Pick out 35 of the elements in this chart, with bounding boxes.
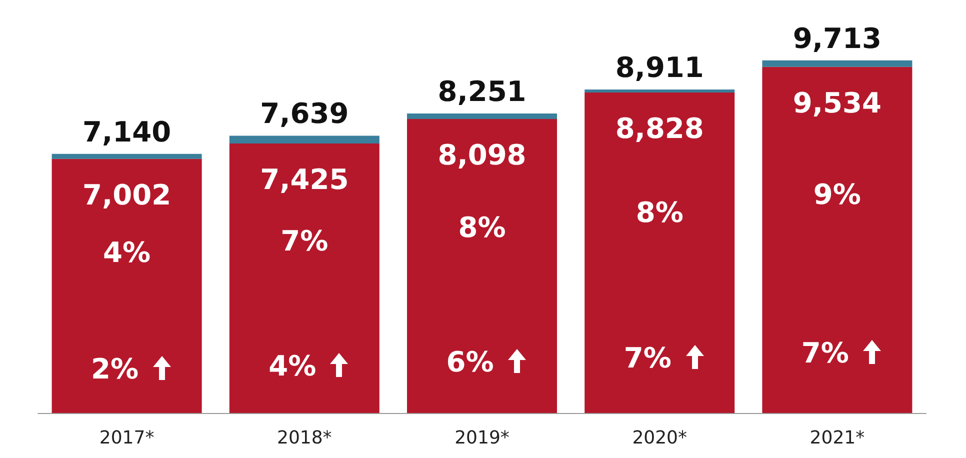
x-tick-label: 2021* — [810, 428, 865, 448]
data-label: 7,002 — [82, 178, 172, 212]
x-tick-label: 2020* — [632, 428, 688, 448]
data-label: 9,534 — [792, 86, 882, 120]
bar — [52, 158, 202, 413]
bar — [229, 143, 380, 413]
bar — [52, 154, 202, 159]
data-label: 8,828 — [615, 112, 704, 146]
total-label: 7,140 — [82, 115, 172, 148]
bar — [407, 119, 557, 413]
bar — [762, 66, 912, 413]
annotation: 4% — [268, 349, 316, 382]
bar — [229, 136, 380, 144]
bar — [407, 113, 557, 120]
annotation: 7% — [624, 342, 672, 375]
annotation: 6% — [446, 346, 494, 379]
bar — [762, 60, 912, 67]
data-label: 7,425 — [260, 162, 349, 196]
annotation: 7% — [801, 336, 849, 370]
x-tick-label: 2019* — [454, 428, 510, 448]
total-label: 8,251 — [438, 74, 526, 108]
annotation: 8% — [458, 210, 506, 244]
bar — [584, 92, 735, 413]
x-tick-label: 2018* — [276, 428, 332, 448]
annotation: 9% — [813, 178, 861, 211]
annotation: 8% — [636, 196, 684, 229]
annotation: 4% — [103, 236, 151, 269]
x-tick-label: 2017* — [99, 428, 154, 448]
total-label: 9,713 — [792, 22, 882, 55]
annotation: 7% — [280, 224, 328, 258]
total-label: 7,639 — [260, 97, 349, 130]
data-label: 8,098 — [438, 138, 526, 172]
annotation: 2% — [91, 352, 139, 386]
total-label: 8,911 — [615, 51, 704, 84]
bar — [584, 90, 735, 93]
